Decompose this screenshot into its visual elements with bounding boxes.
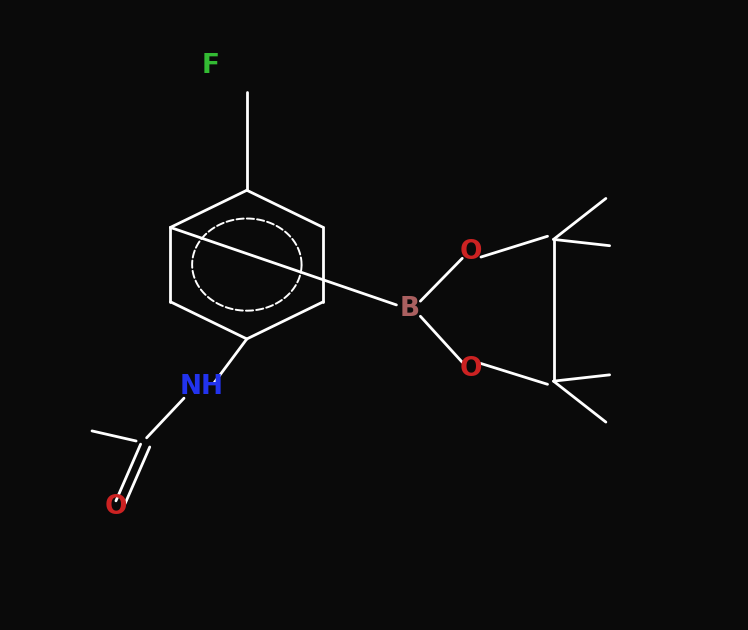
- Text: NH: NH: [180, 374, 224, 401]
- Text: O: O: [105, 494, 127, 520]
- Text: B: B: [400, 295, 420, 322]
- Text: F: F: [202, 53, 220, 79]
- Text: O: O: [460, 355, 482, 382]
- Text: O: O: [460, 239, 482, 265]
